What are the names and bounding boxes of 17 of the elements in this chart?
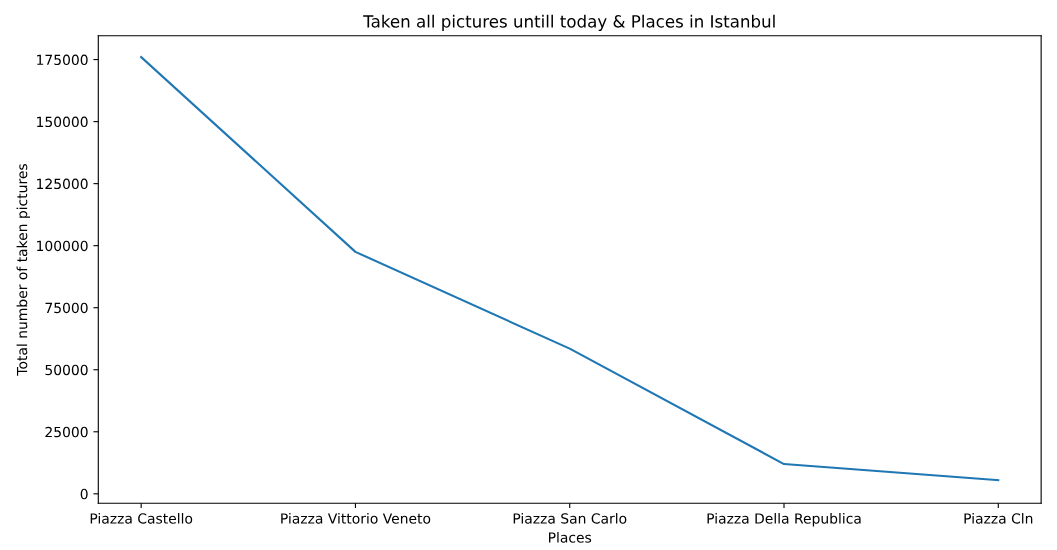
chart-title: Taken all pictures untill today & Places in Istanbul	[363, 14, 775, 31]
y-tick-label: 150000	[37, 116, 88, 128]
x-tick-label: Piazza Vittorio Veneto	[281, 512, 431, 524]
y-tick-label: 125000	[37, 178, 88, 190]
x-tick-label: Piazza Cln	[964, 512, 1033, 524]
y-tick-label: 25000	[45, 426, 88, 438]
line-series	[140, 56, 1000, 482]
y-tick-label: 100000	[37, 240, 88, 252]
y-tick-label: 0	[80, 488, 88, 500]
x-tick-label: Piazza Castello	[90, 512, 193, 524]
x-tick-label: Piazza Della Republica	[707, 512, 861, 527]
y-tick-label: 175000	[37, 54, 88, 66]
y-tick-label: 75000	[45, 302, 88, 314]
x-axis-title: Places	[549, 531, 592, 543]
y-tick-label: 50000	[45, 364, 88, 376]
x-tick-label: Piazza San Carlo	[513, 512, 627, 524]
y-axis-title: Total number of taken pictures	[16, 164, 30, 376]
